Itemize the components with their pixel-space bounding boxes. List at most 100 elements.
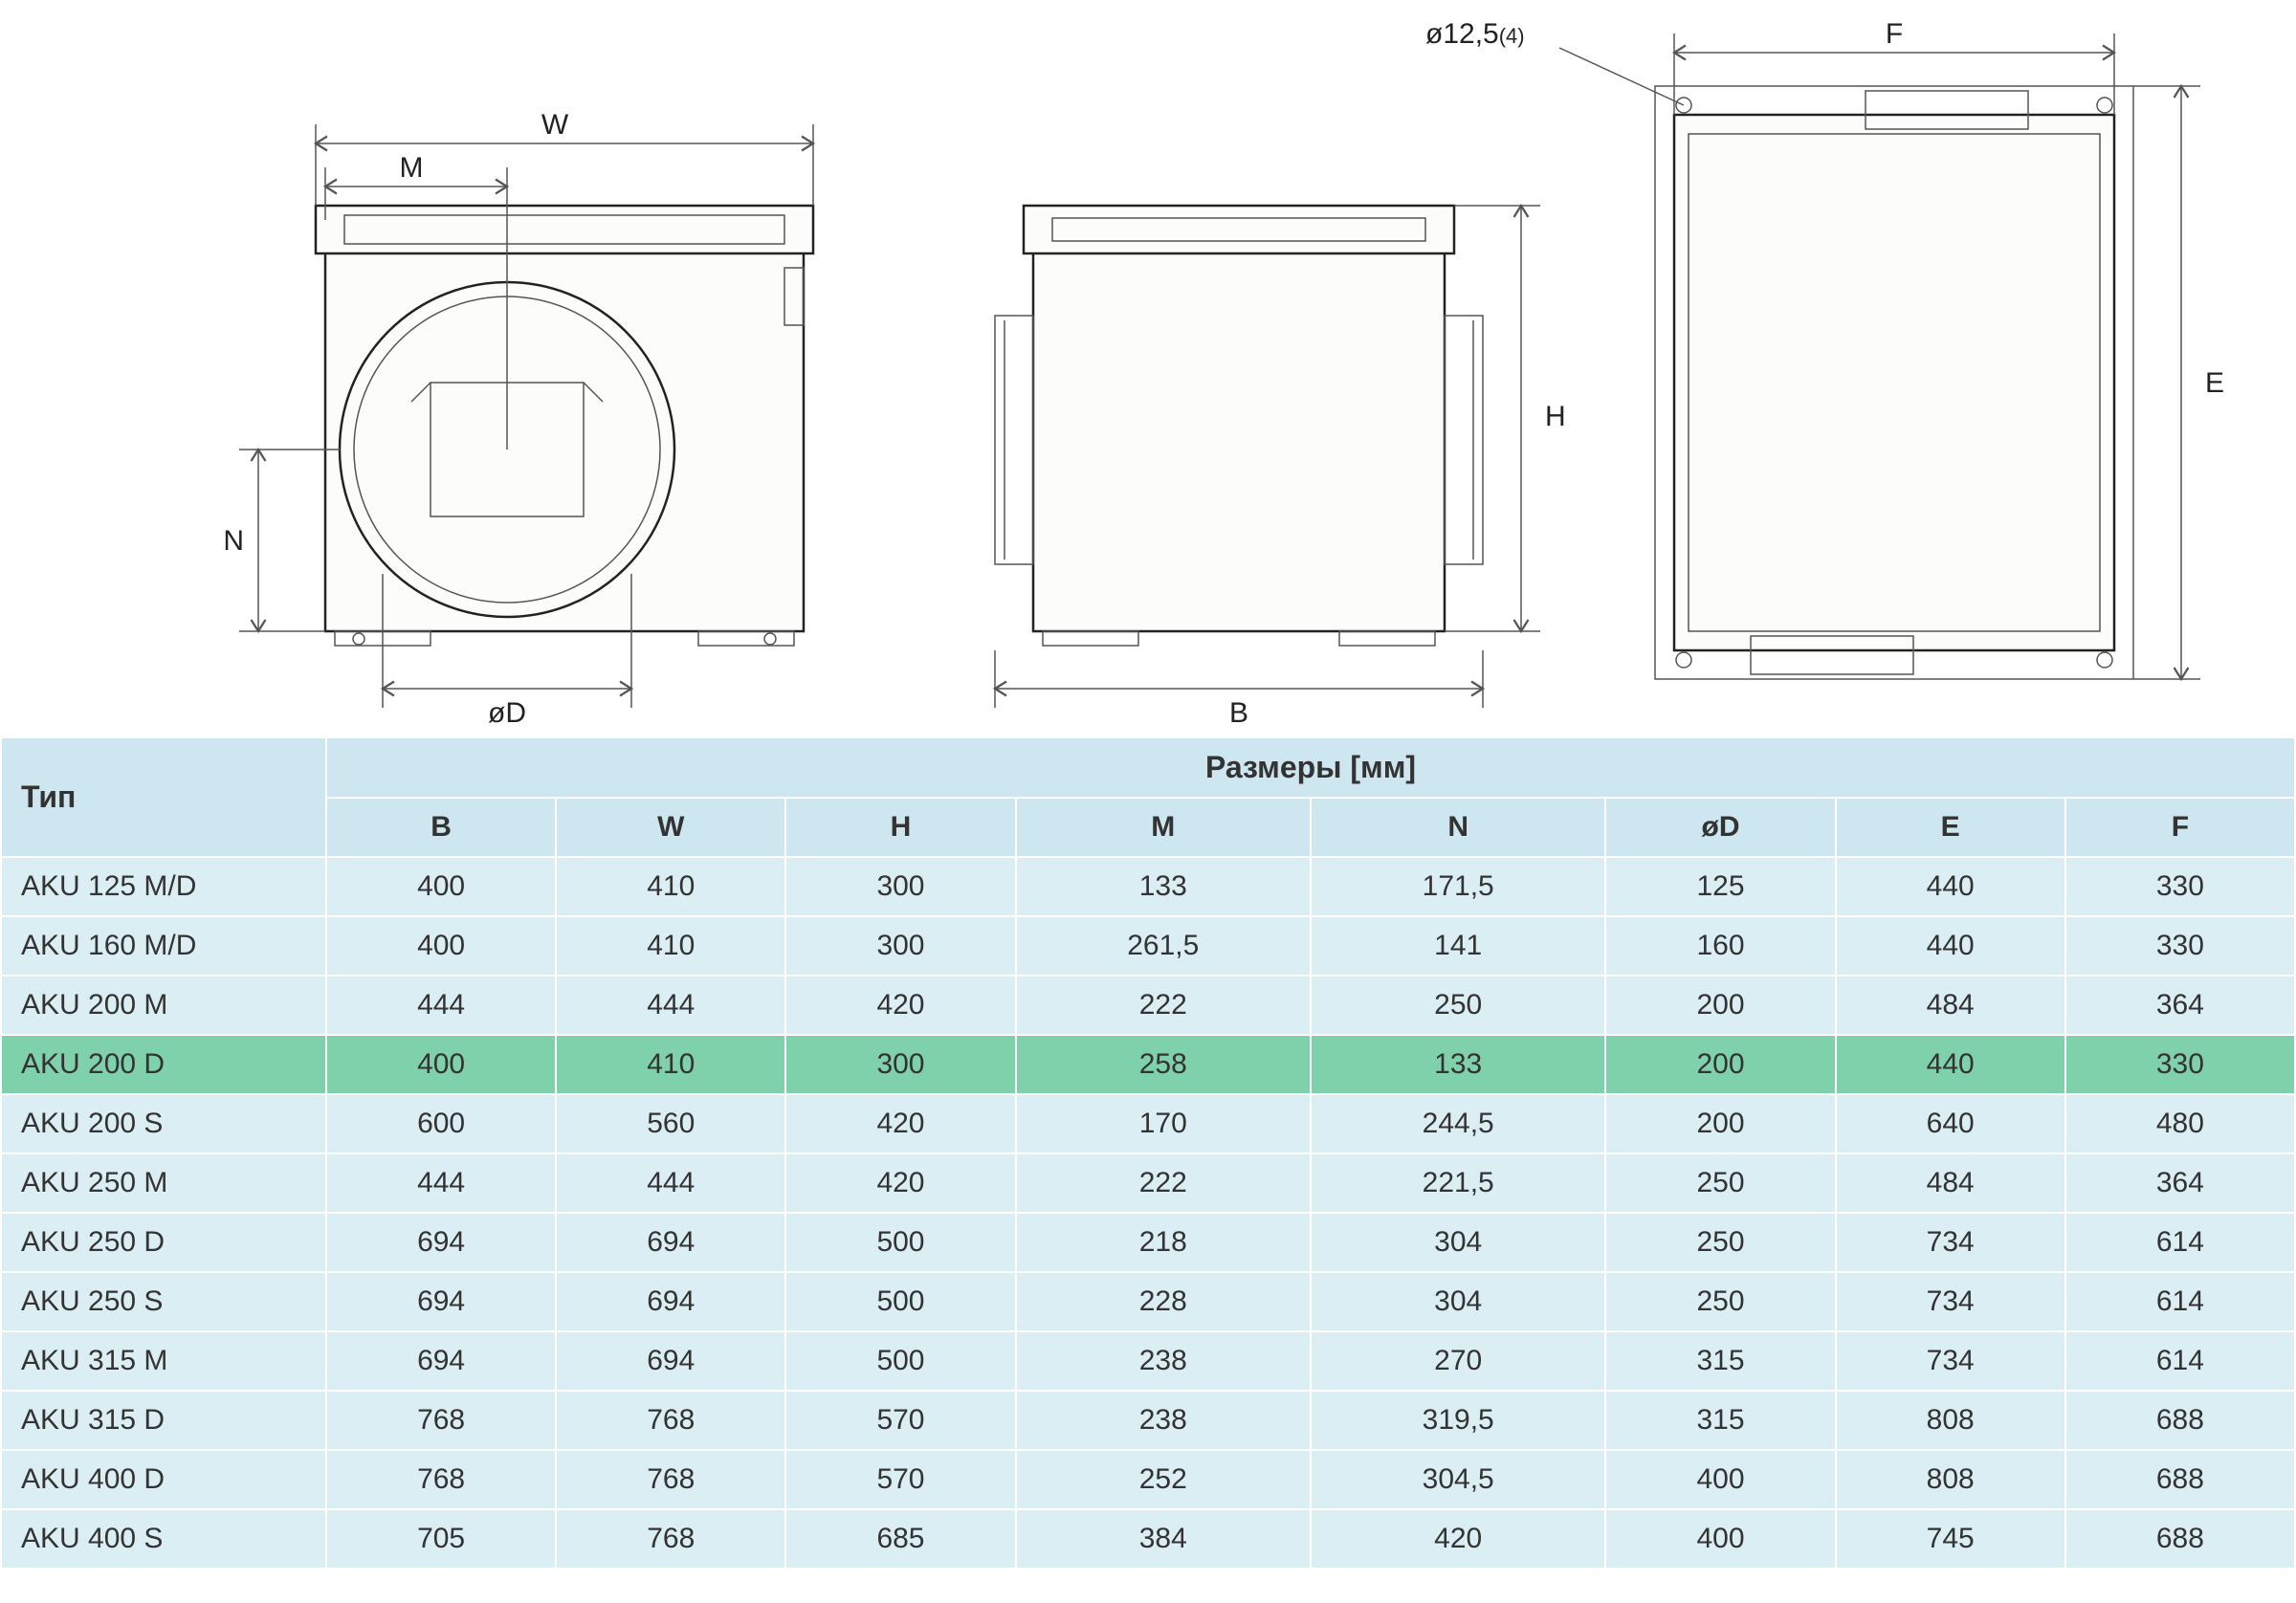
cell-value: 688 bbox=[2065, 1509, 2295, 1569]
cell-value: 745 bbox=[1836, 1509, 2065, 1569]
col-header: E bbox=[1836, 798, 2065, 857]
cell-type: AKU 125 M/D bbox=[1, 857, 326, 916]
cell-value: 222 bbox=[1016, 976, 1311, 1035]
cell-value: 500 bbox=[785, 1213, 1015, 1272]
cell-type: AKU 400 D bbox=[1, 1450, 326, 1509]
cell-value: 330 bbox=[2065, 916, 2295, 976]
cell-value: 218 bbox=[1016, 1213, 1311, 1272]
cell-value: 170 bbox=[1016, 1094, 1311, 1153]
cell-value: 420 bbox=[1311, 1509, 1605, 1569]
cell-value: 244,5 bbox=[1311, 1094, 1605, 1153]
cell-value: 221,5 bbox=[1311, 1153, 1605, 1213]
cell-value: 250 bbox=[1311, 976, 1605, 1035]
cell-value: 364 bbox=[2065, 1153, 2295, 1213]
cell-value: 304,5 bbox=[1311, 1450, 1605, 1509]
col-header: H bbox=[785, 798, 1015, 857]
cell-value: 500 bbox=[785, 1331, 1015, 1391]
cell-value: 200 bbox=[1605, 976, 1835, 1035]
col-header: W bbox=[556, 798, 785, 857]
dim-h-label: H bbox=[1545, 401, 1566, 432]
cell-value: 315 bbox=[1605, 1391, 1835, 1450]
cell-value: 500 bbox=[785, 1272, 1015, 1331]
cell-value: 614 bbox=[2065, 1331, 2295, 1391]
cell-value: 444 bbox=[556, 976, 785, 1035]
cell-value: 400 bbox=[326, 916, 556, 976]
cell-value: 304 bbox=[1311, 1213, 1605, 1272]
col-header: øD bbox=[1605, 798, 1835, 857]
cell-value: 319,5 bbox=[1311, 1391, 1605, 1450]
cell-type: AKU 400 S bbox=[1, 1509, 326, 1569]
cell-value: 570 bbox=[785, 1391, 1015, 1450]
dim-f-label: F bbox=[1886, 18, 1903, 50]
cell-value: 200 bbox=[1605, 1094, 1835, 1153]
cell-value: 694 bbox=[556, 1272, 785, 1331]
cell-value: 440 bbox=[1836, 857, 2065, 916]
col-dims-header: Размеры [мм] bbox=[326, 737, 2295, 798]
cell-type: AKU 315 M bbox=[1, 1331, 326, 1391]
page: W M N øD bbox=[0, 0, 2296, 1603]
cell-value: 141 bbox=[1311, 916, 1605, 976]
cell-value: 694 bbox=[556, 1213, 785, 1272]
cell-value: 444 bbox=[326, 976, 556, 1035]
dim-od-label: øD bbox=[488, 697, 526, 727]
col-header: M bbox=[1016, 798, 1311, 857]
cell-value: 688 bbox=[2065, 1391, 2295, 1450]
dim-b-label: B bbox=[1229, 697, 1248, 727]
technical-drawings: W M N øD bbox=[0, 0, 2296, 727]
table-row: AKU 315 M694694500238270315734614 bbox=[1, 1331, 2295, 1391]
cell-value: 304 bbox=[1311, 1272, 1605, 1331]
cell-value: 768 bbox=[326, 1391, 556, 1450]
cell-value: 410 bbox=[556, 857, 785, 916]
cell-value: 768 bbox=[556, 1509, 785, 1569]
cell-value: 614 bbox=[2065, 1272, 2295, 1331]
cell-value: 808 bbox=[1836, 1391, 2065, 1450]
cell-value: 694 bbox=[326, 1213, 556, 1272]
cell-type: AKU 315 D bbox=[1, 1391, 326, 1450]
cell-value: 694 bbox=[326, 1272, 556, 1331]
cell-value: 160 bbox=[1605, 916, 1835, 976]
cell-value: 330 bbox=[2065, 857, 2295, 916]
table-row: AKU 200 S600560420170244,5200640480 bbox=[1, 1094, 2295, 1153]
cell-value: 410 bbox=[556, 916, 785, 976]
cell-value: 258 bbox=[1016, 1035, 1311, 1094]
cell-value: 600 bbox=[326, 1094, 556, 1153]
cell-value: 484 bbox=[1836, 976, 2065, 1035]
cell-type: AKU 200 D bbox=[1, 1035, 326, 1094]
table-row: AKU 200 D400410300258133200440330 bbox=[1, 1035, 2295, 1094]
cell-value: 300 bbox=[785, 1035, 1015, 1094]
table-row: AKU 250 M444444420222221,5250484364 bbox=[1, 1153, 2295, 1213]
cell-value: 133 bbox=[1016, 857, 1311, 916]
cell-value: 200 bbox=[1605, 1035, 1835, 1094]
table-row: AKU 125 M/D400410300133171,5125440330 bbox=[1, 857, 2295, 916]
table-row: AKU 250 D694694500218304250734614 bbox=[1, 1213, 2295, 1272]
cell-value: 685 bbox=[785, 1509, 1015, 1569]
dim-e-label: E bbox=[2205, 367, 2224, 399]
table-row: AKU 160 M/D400410300261,5141160440330 bbox=[1, 916, 2295, 976]
col-type-header: Тип bbox=[1, 737, 326, 857]
cell-type: AKU 250 D bbox=[1, 1213, 326, 1272]
cell-value: 400 bbox=[326, 1035, 556, 1094]
cell-value: 420 bbox=[785, 976, 1015, 1035]
cell-value: 444 bbox=[556, 1153, 785, 1213]
cell-value: 400 bbox=[1605, 1450, 1835, 1509]
cell-value: 384 bbox=[1016, 1509, 1311, 1569]
cell-value: 768 bbox=[326, 1450, 556, 1509]
dim-n-label: N bbox=[223, 525, 244, 557]
cell-value: 570 bbox=[785, 1450, 1015, 1509]
cell-value: 330 bbox=[2065, 1035, 2295, 1094]
cell-value: 768 bbox=[556, 1450, 785, 1509]
cell-type: AKU 250 S bbox=[1, 1272, 326, 1331]
cell-value: 133 bbox=[1311, 1035, 1605, 1094]
col-header: N bbox=[1311, 798, 1605, 857]
cell-type: AKU 200 M bbox=[1, 976, 326, 1035]
cell-value: 400 bbox=[1605, 1509, 1835, 1569]
cell-value: 250 bbox=[1605, 1213, 1835, 1272]
col-header: F bbox=[2065, 798, 2295, 857]
cell-value: 315 bbox=[1605, 1331, 1835, 1391]
cell-value: 400 bbox=[326, 857, 556, 916]
cell-value: 171,5 bbox=[1311, 857, 1605, 916]
cell-value: 250 bbox=[1605, 1153, 1835, 1213]
cell-value: 734 bbox=[1836, 1331, 2065, 1391]
cell-value: 300 bbox=[785, 857, 1015, 916]
cell-value: 410 bbox=[556, 1035, 785, 1094]
